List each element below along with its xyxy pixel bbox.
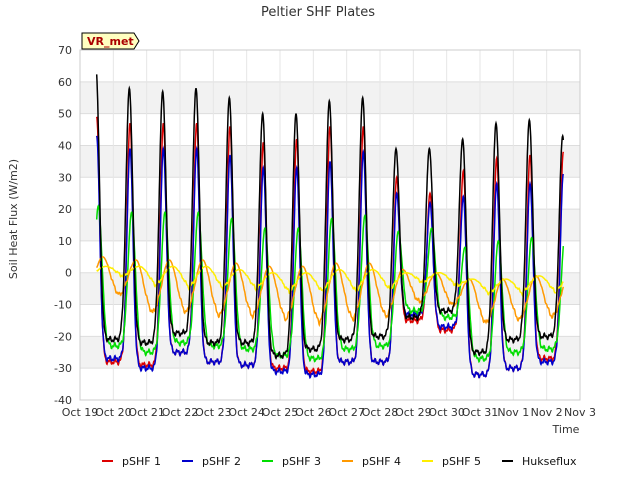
plot-band [80,240,580,273]
x-tick-label: Oct 28 [362,406,399,419]
y-tick-label: -10 [54,299,72,312]
badge-shape [81,32,140,50]
x-tick-label: Oct 20 [95,406,132,419]
y-axis-ticks: -40 -30 -20 -10 0 10 20 30 40 50 60 70 [54,44,72,407]
y-tick-label: 50 [58,108,72,121]
x-tick-label: Nov 3 [564,406,596,419]
y-tick-label: -30 [54,362,72,375]
y-tick-label: -40 [54,394,72,407]
plot-band [80,272,580,305]
x-tick-label: Oct 30 [428,406,465,419]
legend-label: pSHF 2 [202,455,241,468]
series-lines [95,74,565,380]
y-tick-label: 30 [58,171,72,184]
series-line-pshf-4 [95,256,565,328]
x-tick-label: Oct 23 [195,406,232,419]
legend-label: pSHF 4 [362,455,401,468]
y-tick-label: 20 [58,203,72,216]
x-tick-label: Nov 2 [531,406,563,419]
legend-label: Hukseflux [522,455,577,468]
plot-band [80,50,580,82]
chart-title: Peltier SHF Plates [261,5,375,20]
plot-frame [79,49,581,401]
series-line-pshf-5 [96,265,564,297]
y-axis-label: Soil Heat Flux (W/m2) [7,159,20,279]
legend: pSHF 1 pSHF 2 pSHF 3 pSHF 4 pSHF 5 Hukseflux [102,455,577,468]
x-tick-label: Oct 21 [128,406,165,419]
y-tick-label: -20 [54,330,72,343]
legend-label: pSHF 1 [122,455,161,468]
x-tick-label: Oct 31 [462,406,499,419]
x-tick-label: Nov 1 [497,406,529,419]
y-tick-label: 0 [65,267,72,280]
plot-band [80,177,580,210]
badge-label: VR_met [87,35,134,48]
series-line-pshf-3 [95,204,565,364]
plot-band [80,336,580,369]
series-line-pshf-2 [95,135,565,380]
x-tick-label: Oct 22 [162,406,199,419]
plot-band [80,368,580,400]
x-axis-label: Time [552,423,580,436]
y-tick-label: 40 [58,139,72,152]
x-tick-label: Oct 19 [62,406,99,419]
y-tick-label: 10 [58,235,72,248]
legend-label: pSHF 3 [282,455,321,468]
y-tick-label: 70 [58,44,72,57]
x-tick-label: Oct 24 [228,406,265,419]
x-tick-label: Oct 25 [262,406,299,419]
x-tick-label: Oct 27 [328,406,365,419]
legend-label: pSHF 5 [442,455,481,468]
x-tick-label: Oct 29 [395,406,432,419]
plot-band [80,304,580,337]
series-line-hukseflux [95,74,565,360]
x-tick-label: Oct 26 [295,406,332,419]
station-badge: VR_met [81,32,140,50]
y-tick-label: 60 [58,76,72,89]
